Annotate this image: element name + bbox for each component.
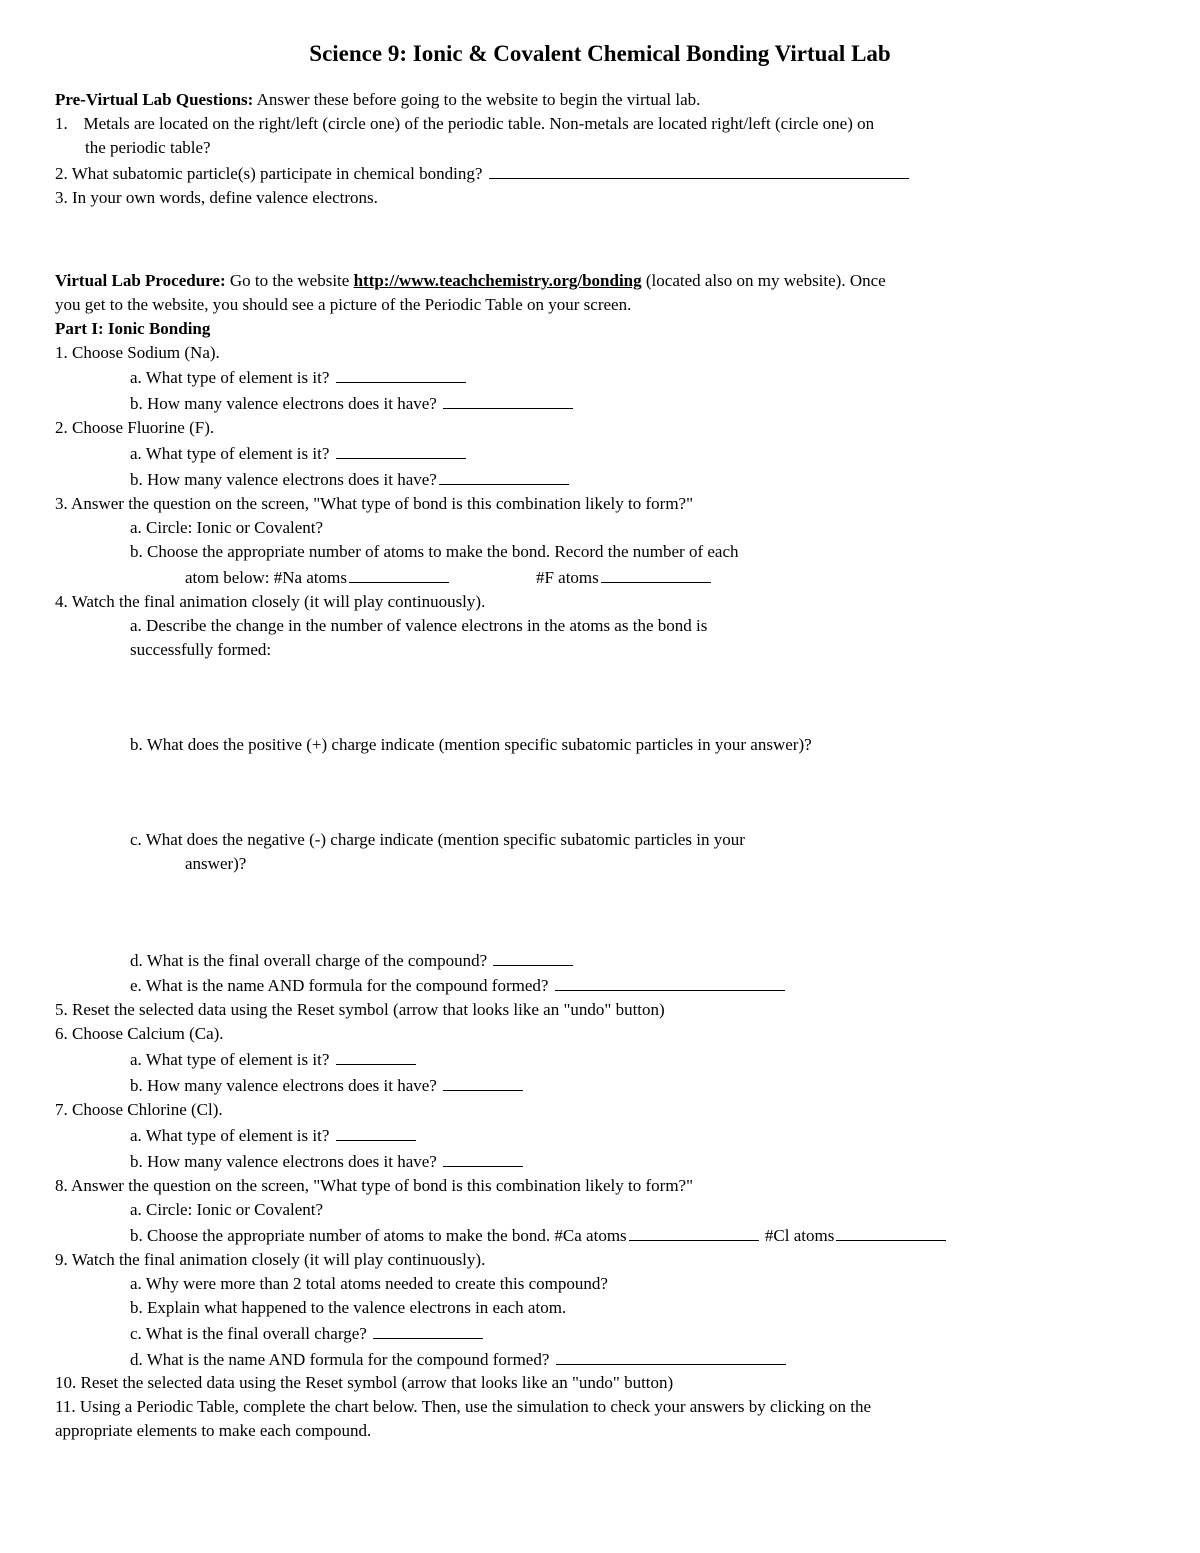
step-9d-text: d. What is the name AND formula for the … (130, 1350, 554, 1369)
step-8a: a. Circle: Ionic or Covalent? (55, 1199, 1145, 1222)
step-1: 1. Choose Sodium (Na). (55, 342, 1145, 365)
step-1b-text: b. How many valence electrons does it ha… (130, 394, 441, 413)
step-4c-line2: answer)? (55, 853, 1145, 876)
step-7b: b. How many valence electrons does it ha… (55, 1149, 1145, 1174)
proc-intro-line1: Virtual Lab Procedure: Go to the website… (55, 270, 1145, 293)
step-7: 7. Choose Chlorine (Cl). (55, 1099, 1145, 1122)
step-7a-text: a. What type of element is it? (130, 1126, 334, 1145)
step-9b: b. Explain what happened to the valence … (55, 1297, 1145, 1320)
step-4b: b. What does the positive (+) charge ind… (55, 734, 1145, 757)
step-9c: c. What is the final overall charge? (55, 1321, 1145, 1346)
step-9a: a. Why were more than 2 total atoms need… (55, 1273, 1145, 1296)
blank-8b-cl[interactable] (836, 1223, 946, 1241)
step-9: 9. Watch the final animation closely (it… (55, 1249, 1145, 1272)
step-3b-na: atom below: #Na atoms (185, 568, 347, 587)
step-8b-mid: #Cl atoms (761, 1226, 835, 1245)
pre-q2-line: 2. What subatomic particle(s) participat… (55, 161, 1145, 186)
proc-intro-after1: (located also on my website). Once (642, 271, 886, 290)
step-9d: d. What is the name AND formula for the … (55, 1347, 1145, 1372)
pre-q3-line: 3. In your own words, define valence ele… (55, 187, 1145, 210)
step-3: 3. Answer the question on the screen, "W… (55, 493, 1145, 516)
step-2a: a. What type of element is it? (55, 441, 1145, 466)
procedure-section: Virtual Lab Procedure: Go to the website… (55, 270, 1145, 1444)
proc-intro-before: Go to the website (226, 271, 354, 290)
step-7a: a. What type of element is it? (55, 1123, 1145, 1148)
step-2b-text: b. How many valence electrons does it ha… (130, 470, 437, 489)
proc-intro-line2: you get to the website, you should see a… (55, 294, 1145, 317)
step-2a-text: a. What type of element is it? (130, 444, 334, 463)
step-8b-pre: b. Choose the appropriate number of atom… (130, 1226, 627, 1245)
step-4a-line2: successfully formed: (55, 639, 1145, 662)
step-3b-line2: atom below: #Na atoms #F atoms (55, 565, 1145, 590)
step-6b-text: b. How many valence electrons does it ha… (130, 1076, 441, 1095)
blank-q2[interactable] (489, 161, 909, 179)
step-6a-text: a. What type of element is it? (130, 1050, 334, 1069)
step-6: 6. Choose Calcium (Ca). (55, 1023, 1145, 1046)
proc-url[interactable]: http://www.teachchemistry.org/bonding (354, 271, 642, 290)
pre-q3-text: In your own words, define valence electr… (68, 188, 378, 207)
step-4e: e. What is the name AND formula for the … (55, 973, 1145, 998)
step-9c-text: c. What is the final overall charge? (130, 1324, 371, 1343)
blank-6b[interactable] (443, 1073, 523, 1091)
step-3a: a. Circle: Ionic or Covalent? (55, 517, 1145, 540)
step-10: 10. Reset the selected data using the Re… (55, 1372, 1145, 1395)
blank-6a[interactable] (336, 1047, 416, 1065)
pre-heading-line: Pre-Virtual Lab Questions: Answer these … (55, 89, 1145, 112)
blank-f[interactable] (601, 565, 711, 583)
proc-heading: Virtual Lab Procedure: (55, 271, 226, 290)
blank-7a[interactable] (336, 1123, 416, 1141)
step-4a-line1: a. Describe the change in the number of … (55, 615, 1145, 638)
step-11-line1: 11. Using a Periodic Table, complete the… (55, 1396, 1145, 1419)
pre-q1-line2: the periodic table? (55, 137, 1145, 160)
step-2: 2. Choose Fluorine (F). (55, 417, 1145, 440)
step-5: 5. Reset the selected data using the Res… (55, 999, 1145, 1022)
part1-heading: Part I: Ionic Bonding (55, 318, 1145, 341)
step-1a: a. What type of element is it? (55, 365, 1145, 390)
pre-lab-section: Pre-Virtual Lab Questions: Answer these … (55, 89, 1145, 210)
blank-7b[interactable] (443, 1149, 523, 1167)
step-2b: b. How many valence electrons does it ha… (55, 467, 1145, 492)
step-6b: b. How many valence electrons does it ha… (55, 1073, 1145, 1098)
pre-q2-num: 2. (55, 164, 68, 183)
blank-9d[interactable] (556, 1347, 786, 1365)
step-11-line2: appropriate elements to make each compou… (55, 1420, 1145, 1443)
pre-q1-line1: 1. Metals are located on the right/left … (55, 113, 1145, 136)
step-3b-line1: b. Choose the appropriate number of atom… (55, 541, 1145, 564)
pre-q1-text-a: Metals are located on the right/left (ci… (84, 114, 875, 133)
pre-heading-after: Answer these before going to the website… (253, 90, 700, 109)
step-4d-text: d. What is the final overall charge of t… (130, 951, 491, 970)
page-title: Science 9: Ionic & Covalent Chemical Bon… (55, 38, 1145, 69)
blank-na[interactable] (349, 565, 449, 583)
step-4d: d. What is the final overall charge of t… (55, 948, 1145, 973)
blank-4d[interactable] (493, 948, 573, 966)
step-4e-text: e. What is the name AND formula for the … (130, 976, 553, 995)
step-7b-text: b. How many valence electrons does it ha… (130, 1152, 441, 1171)
pre-q2-text: What subatomic particle(s) participate i… (68, 164, 487, 183)
blank-1a[interactable] (336, 365, 466, 383)
step-3b-f: #F atoms (536, 568, 599, 587)
blank-8b-ca[interactable] (629, 1223, 759, 1241)
pre-heading: Pre-Virtual Lab Questions: (55, 90, 253, 109)
blank-9c[interactable] (373, 1321, 483, 1339)
step-4c-line1: c. What does the negative (-) charge ind… (55, 829, 1145, 852)
step-4: 4. Watch the final animation closely (it… (55, 591, 1145, 614)
step-1b: b. How many valence electrons does it ha… (55, 391, 1145, 416)
step-8b: b. Choose the appropriate number of atom… (55, 1223, 1145, 1248)
step-8: 8. Answer the question on the screen, "W… (55, 1175, 1145, 1198)
pre-q3-num: 3. (55, 188, 68, 207)
step-1a-text: a. What type of element is it? (130, 368, 334, 387)
pre-q1-num: 1. (55, 113, 75, 136)
blank-2a[interactable] (336, 441, 466, 459)
blank-2b[interactable] (439, 467, 569, 485)
step-6a: a. What type of element is it? (55, 1047, 1145, 1072)
blank-4e[interactable] (555, 973, 785, 991)
blank-1b[interactable] (443, 391, 573, 409)
